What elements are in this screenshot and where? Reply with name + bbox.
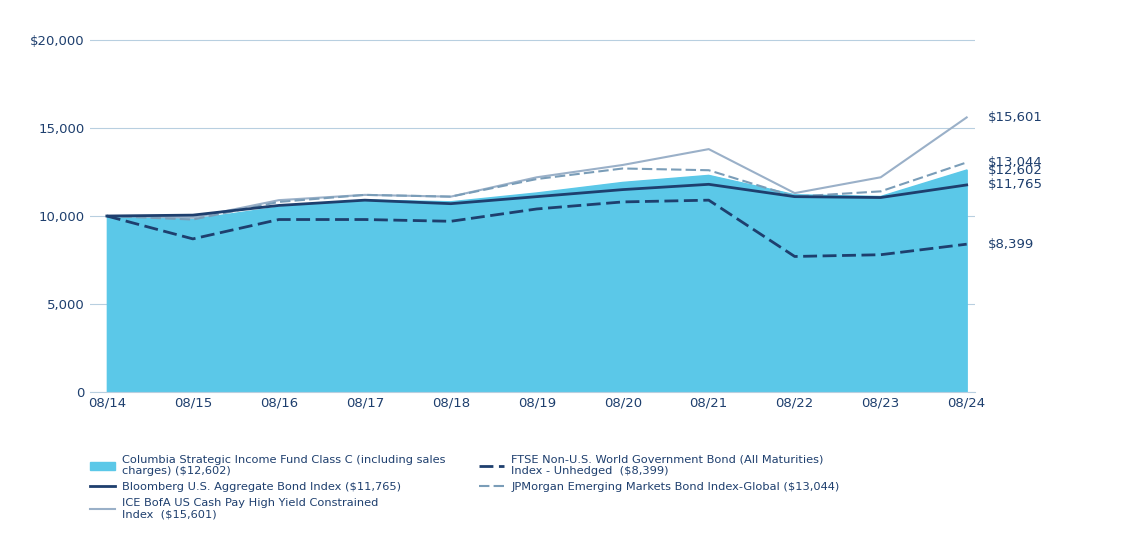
Text: $13,044: $13,044	[989, 156, 1043, 169]
Text: $11,765: $11,765	[989, 179, 1044, 192]
Text: $8,399: $8,399	[989, 237, 1035, 251]
Text: $12,602: $12,602	[989, 164, 1043, 177]
Text: $15,601: $15,601	[989, 111, 1043, 124]
Legend: Columbia Strategic Income Fund Class C (including sales
charges) ($12,602), Bloo: Columbia Strategic Income Fund Class C (…	[90, 455, 840, 520]
